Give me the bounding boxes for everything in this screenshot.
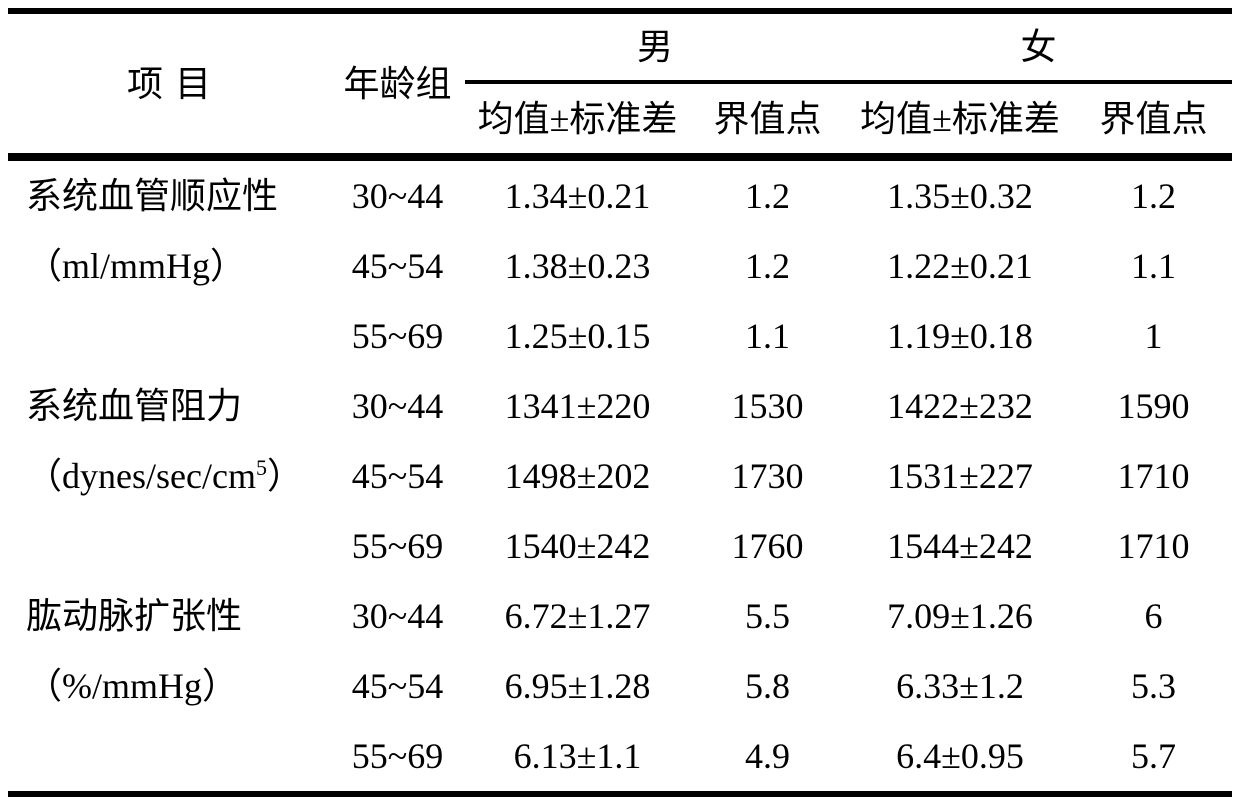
age-cell: 55~69 <box>351 316 444 356</box>
female-cutoff-cell: 1590 <box>1117 386 1190 426</box>
age-cell: 45~54 <box>351 456 444 496</box>
item-unit-close: ） <box>266 456 303 496</box>
age-cell: 30~44 <box>351 386 444 426</box>
col-header-female: 女 <box>845 11 1233 84</box>
male-cutoff-cell: 1730 <box>731 456 804 496</box>
item-empty-cell <box>8 511 330 581</box>
male-cutoff-cell: 5.8 <box>745 666 790 706</box>
male-mean-sd-cell: 1.34±0.21 <box>504 176 651 216</box>
female-mean-sd-cell: 1422±232 <box>887 386 1033 426</box>
male-mean-sd-cell: 1.38±0.23 <box>504 246 651 286</box>
male-mean-sd-cell: 1540±242 <box>504 526 651 566</box>
female-cutoff-cell: 1.1 <box>1131 246 1177 286</box>
male-mean-sd-cell: 1498±202 <box>504 456 651 496</box>
age-cell: 30~44 <box>351 176 444 216</box>
table-row: 系统血管顺应性 30~44 1.34±0.21 1.2 1.35±0.32 1.2 <box>8 157 1232 231</box>
male-mean-sd-cell: 1.25±0.15 <box>504 316 651 356</box>
male-cutoff-cell: 4.9 <box>745 736 790 776</box>
header-row-groups: 项目 年龄组 男 女 <box>8 11 1233 161</box>
male-mean-sd-cell: 6.13±1.1 <box>513 736 642 776</box>
table-header: 项目 年龄组 男 女 均值±标准差 界值点 均值±标准差 界值点 <box>8 11 1233 161</box>
male-cutoff-cell: 1.2 <box>745 176 790 216</box>
age-cell: 55~69 <box>351 736 444 776</box>
item-name-cell: 系统血管阻力 <box>26 386 243 426</box>
female-cutoff-cell: 5.7 <box>1131 736 1177 776</box>
item-unit-cell: （%/mmHg） <box>8 651 330 721</box>
item-unit-text: （ml/mmHg） <box>26 246 247 286</box>
item-unit-cell: （ml/mmHg） <box>8 231 330 301</box>
col-header-male-mean-sd: 均值±标准差 <box>465 82 690 161</box>
female-cutoff-cell: 1710 <box>1117 456 1190 496</box>
female-mean-sd-cell: 1.19±0.18 <box>887 316 1033 356</box>
table-row: 肱动脉扩张性 30~44 6.72±1.27 5.5 7.09±1.26 6 <box>8 581 1232 651</box>
item-unit-cell: （dynes/sec/cm5） <box>8 441 330 511</box>
female-mean-sd-cell: 1544±242 <box>887 526 1033 566</box>
table-row: 55~69 1.25±0.15 1.1 1.19±0.18 1 <box>8 301 1232 371</box>
table-row: 系统血管阻力 30~44 1341±220 1530 1422±232 1590 <box>8 371 1232 441</box>
table-row: （ml/mmHg） 45~54 1.38±0.23 1.2 1.22±0.21 1.1 <box>8 231 1232 301</box>
female-mean-sd-cell: 6.33±1.2 <box>896 666 1024 706</box>
table-body: 系统血管顺应性 30~44 1.34±0.21 1.2 1.35±0.32 1.2 （ml/… <box>8 157 1232 794</box>
age-cell: 55~69 <box>351 526 444 566</box>
table-row: （%/mmHg） 45~54 6.95±1.28 5.8 6.33±1.2 5.3 <box>8 651 1232 721</box>
item-empty-cell <box>8 721 330 794</box>
table-row: （dynes/sec/cm5） 45~54 1498±202 1730 1531±227… <box>8 441 1232 511</box>
item-unit-text: （%/mmHg） <box>26 666 238 706</box>
statistics-table: 项目 年龄组 男 女 均值±标准差 界值点 均值±标准差 界值点 系统血管顺应性… <box>8 8 1233 797</box>
female-mean-sd-cell: 1.35±0.32 <box>887 176 1033 216</box>
female-cutoff-cell: 6 <box>1144 596 1163 636</box>
item-empty-cell <box>8 301 330 371</box>
female-cutoff-cell: 1710 <box>1117 526 1190 566</box>
male-cutoff-cell: 1760 <box>731 526 804 566</box>
male-cutoff-cell: 1530 <box>731 386 804 426</box>
male-cutoff-cell: 1.2 <box>745 246 790 286</box>
male-mean-sd-cell: 6.72±1.27 <box>504 596 651 636</box>
age-cell: 30~44 <box>351 596 444 636</box>
male-cutoff-cell: 1.1 <box>745 316 790 356</box>
age-cell: 45~54 <box>351 666 444 706</box>
female-mean-sd-cell: 6.4±0.95 <box>896 736 1024 776</box>
col-header-male: 男 <box>465 11 846 84</box>
female-mean-sd-cell: 7.09±1.26 <box>887 596 1033 636</box>
table-row: 55~69 6.13±1.1 4.9 6.4±0.95 5.7 <box>8 721 1232 794</box>
col-header-age-group: 年龄组 <box>330 11 465 161</box>
age-cell: 45~54 <box>351 246 444 286</box>
item-unit-text: （dynes/sec/cm <box>26 456 256 496</box>
male-mean-sd-cell: 1341±220 <box>504 386 651 426</box>
col-header-female-mean-sd: 均值±标准差 <box>845 82 1076 161</box>
item-name-cell: 肱动脉扩张性 <box>26 596 243 636</box>
male-cutoff-cell: 5.5 <box>745 596 790 636</box>
col-header-female-cutoff: 界值点 <box>1075 82 1233 161</box>
header-row-measures: 均值±标准差 界值点 均值±标准差 界值点 <box>8 82 1233 161</box>
item-name-cell: 系统血管顺应性 <box>26 176 279 216</box>
male-mean-sd-cell: 6.95±1.28 <box>504 666 651 706</box>
female-mean-sd-cell: 1531±227 <box>887 456 1033 496</box>
table-row: 55~69 1540±242 1760 1544±242 1710 <box>8 511 1232 581</box>
female-mean-sd-cell: 1.22±0.21 <box>887 246 1033 286</box>
col-header-item: 项目 <box>8 11 330 161</box>
item-unit-superscript: 5 <box>255 455 267 480</box>
female-cutoff-cell: 1 <box>1144 316 1163 356</box>
female-cutoff-cell: 1.2 <box>1131 176 1177 216</box>
col-header-male-cutoff: 界值点 <box>690 82 846 161</box>
female-cutoff-cell: 5.3 <box>1131 666 1177 706</box>
